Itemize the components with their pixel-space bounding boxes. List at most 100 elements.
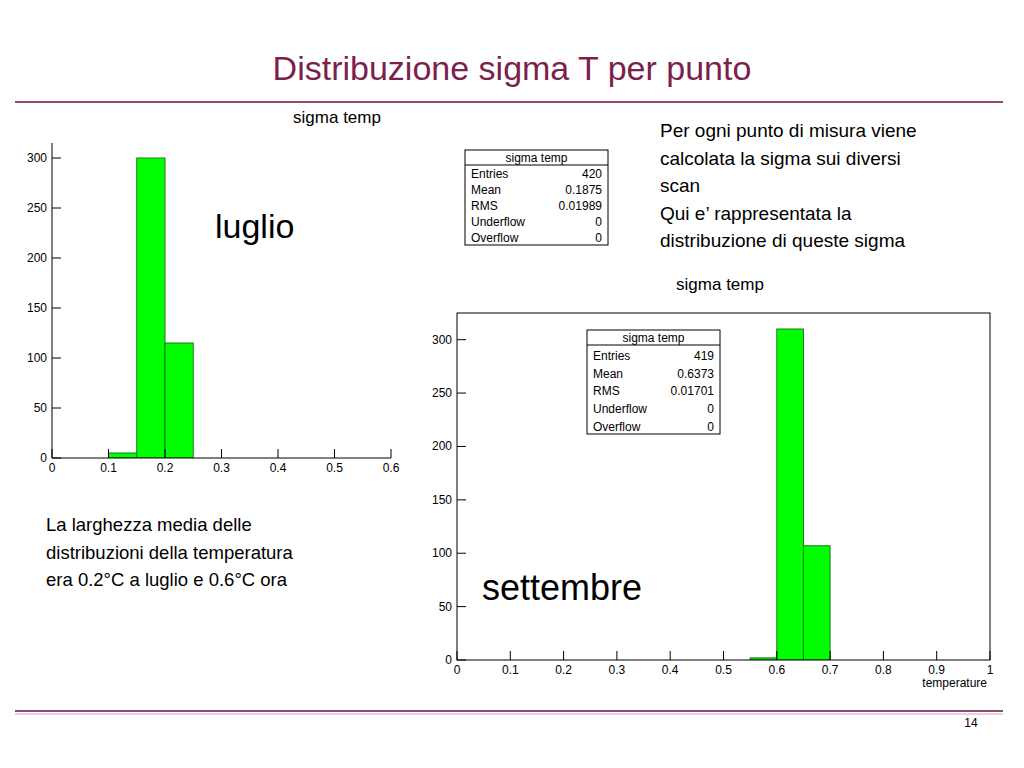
stats-label: Mean (471, 183, 501, 197)
stats-value: 420 (582, 167, 602, 181)
x-tick-label: 0.4 (270, 461, 287, 475)
x-tick (883, 651, 884, 660)
x-tick-label: 0 (454, 663, 461, 677)
bars (750, 329, 830, 660)
x-tick (563, 651, 564, 660)
x-tick (723, 651, 724, 660)
x-tick (776, 651, 777, 660)
stats-value: 0.1875 (565, 183, 602, 197)
y-tick (457, 393, 466, 394)
x-tick (391, 449, 392, 458)
stats-value: 0 (707, 420, 714, 434)
stats-value: 419 (694, 349, 714, 363)
y-tick (52, 258, 61, 259)
stats-value: 0.01701 (671, 384, 715, 398)
x-tick (457, 651, 458, 660)
y-axis (52, 143, 53, 458)
y-tick-label: 150 (432, 493, 452, 507)
x-tick-label: 0.5 (715, 663, 732, 677)
stats-value: 0 (595, 215, 602, 229)
page-number: 14 (964, 716, 978, 730)
footer-rule (15, 714, 1003, 715)
x-tick-label: 0.1 (100, 461, 117, 475)
stats-label: Entries (471, 167, 508, 181)
y-tick (457, 660, 466, 661)
stats-box: sigma tempEntries420Mean0.1875RMS0.01989… (465, 150, 608, 245)
stats-label: Underflow (471, 215, 525, 229)
description-line: Per ogni punto di misura viene (660, 120, 917, 141)
y-tick (52, 458, 61, 459)
y-tick-label: 150 (27, 301, 47, 315)
y-tick (457, 606, 466, 607)
histogram-bar (109, 453, 137, 458)
x-tick (221, 449, 222, 458)
y-tick (52, 358, 61, 359)
y-tick (52, 408, 61, 409)
y-tick-label: 250 (27, 201, 47, 215)
y-tick-label: 300 (27, 151, 47, 165)
y-tick (457, 339, 466, 340)
stats-title: sigma temp (505, 151, 567, 165)
stats-value: 0.6373 (677, 367, 714, 381)
x-tick (616, 651, 617, 660)
y-tick (52, 208, 61, 209)
histogram-chart: 05010015020025030000.10.20.30.40.50.60.7… (432, 275, 994, 690)
stats-frame (587, 330, 720, 434)
x-tick (52, 449, 53, 458)
x-tick-label: 0.1 (502, 663, 519, 677)
x-tick-label: 1 (987, 663, 994, 677)
stats-value: 0 (595, 231, 602, 245)
x-tick-label: 0.4 (662, 663, 679, 677)
x-tick-label: 0.5 (326, 461, 343, 475)
x-tick-label: 0.7 (822, 663, 839, 677)
histogram-bar (803, 546, 830, 660)
stats-value: 0 (707, 402, 714, 416)
y-tick (457, 446, 466, 447)
stats-label: RMS (471, 199, 498, 213)
stats-label: RMS (593, 384, 620, 398)
histogram-bar (165, 343, 193, 458)
note-line: La larghezza media delle (46, 514, 252, 535)
stats-separator (587, 345, 720, 346)
x-tick-label: 0.3 (213, 461, 230, 475)
x-tick-label: 0 (49, 461, 56, 475)
y-tick-label: 0 (445, 653, 452, 667)
x-axis-title: temperature (922, 676, 987, 690)
annotation: settembre (482, 567, 642, 608)
x-tick (936, 651, 937, 660)
y-tick-label: 200 (432, 439, 452, 453)
y-tick-label: 100 (27, 351, 47, 365)
y-tick (457, 499, 466, 500)
x-tick (278, 449, 279, 458)
x-tick-label: 0.2 (157, 461, 174, 475)
x-tick-label: 0.6 (768, 663, 785, 677)
annotation: luglio (215, 207, 294, 245)
y-tick-label: 300 (432, 333, 452, 347)
x-tick-label: 0.2 (555, 663, 572, 677)
note-line: era 0.2°C a luglio e 0.6°C ora (46, 569, 288, 590)
description-line: distribuzione di queste sigma (660, 230, 905, 251)
y-tick (52, 158, 61, 159)
x-tick-label: 0.6 (383, 461, 400, 475)
description-line: Qui e’ rappresentata la (660, 203, 852, 224)
stats-label: Entries (593, 349, 630, 363)
histogram-chart: 05010015020025030000.10.20.30.40.50.6sig… (27, 108, 608, 475)
stats-label: Mean (593, 367, 623, 381)
stats-separator (465, 165, 608, 166)
stats-box: sigma tempEntries419Mean0.6373RMS0.01701… (587, 330, 720, 434)
stats-label: Underflow (593, 402, 647, 416)
slide-title: Distribuzione sigma T per punto (273, 49, 752, 87)
x-tick (830, 651, 831, 660)
x-tick (990, 651, 991, 660)
x-tick (108, 449, 109, 458)
title-rule (15, 101, 1003, 103)
x-tick (165, 449, 166, 458)
plot-frame (457, 313, 990, 660)
stats-label: Overflow (593, 420, 641, 434)
slide: Distribuzione sigma T per punto Per ogni … (0, 0, 1024, 768)
y-tick (52, 308, 61, 309)
bars (109, 158, 194, 458)
y-tick (457, 553, 466, 554)
x-tick-label: 0.9 (928, 663, 945, 677)
histogram-bar (137, 158, 165, 458)
